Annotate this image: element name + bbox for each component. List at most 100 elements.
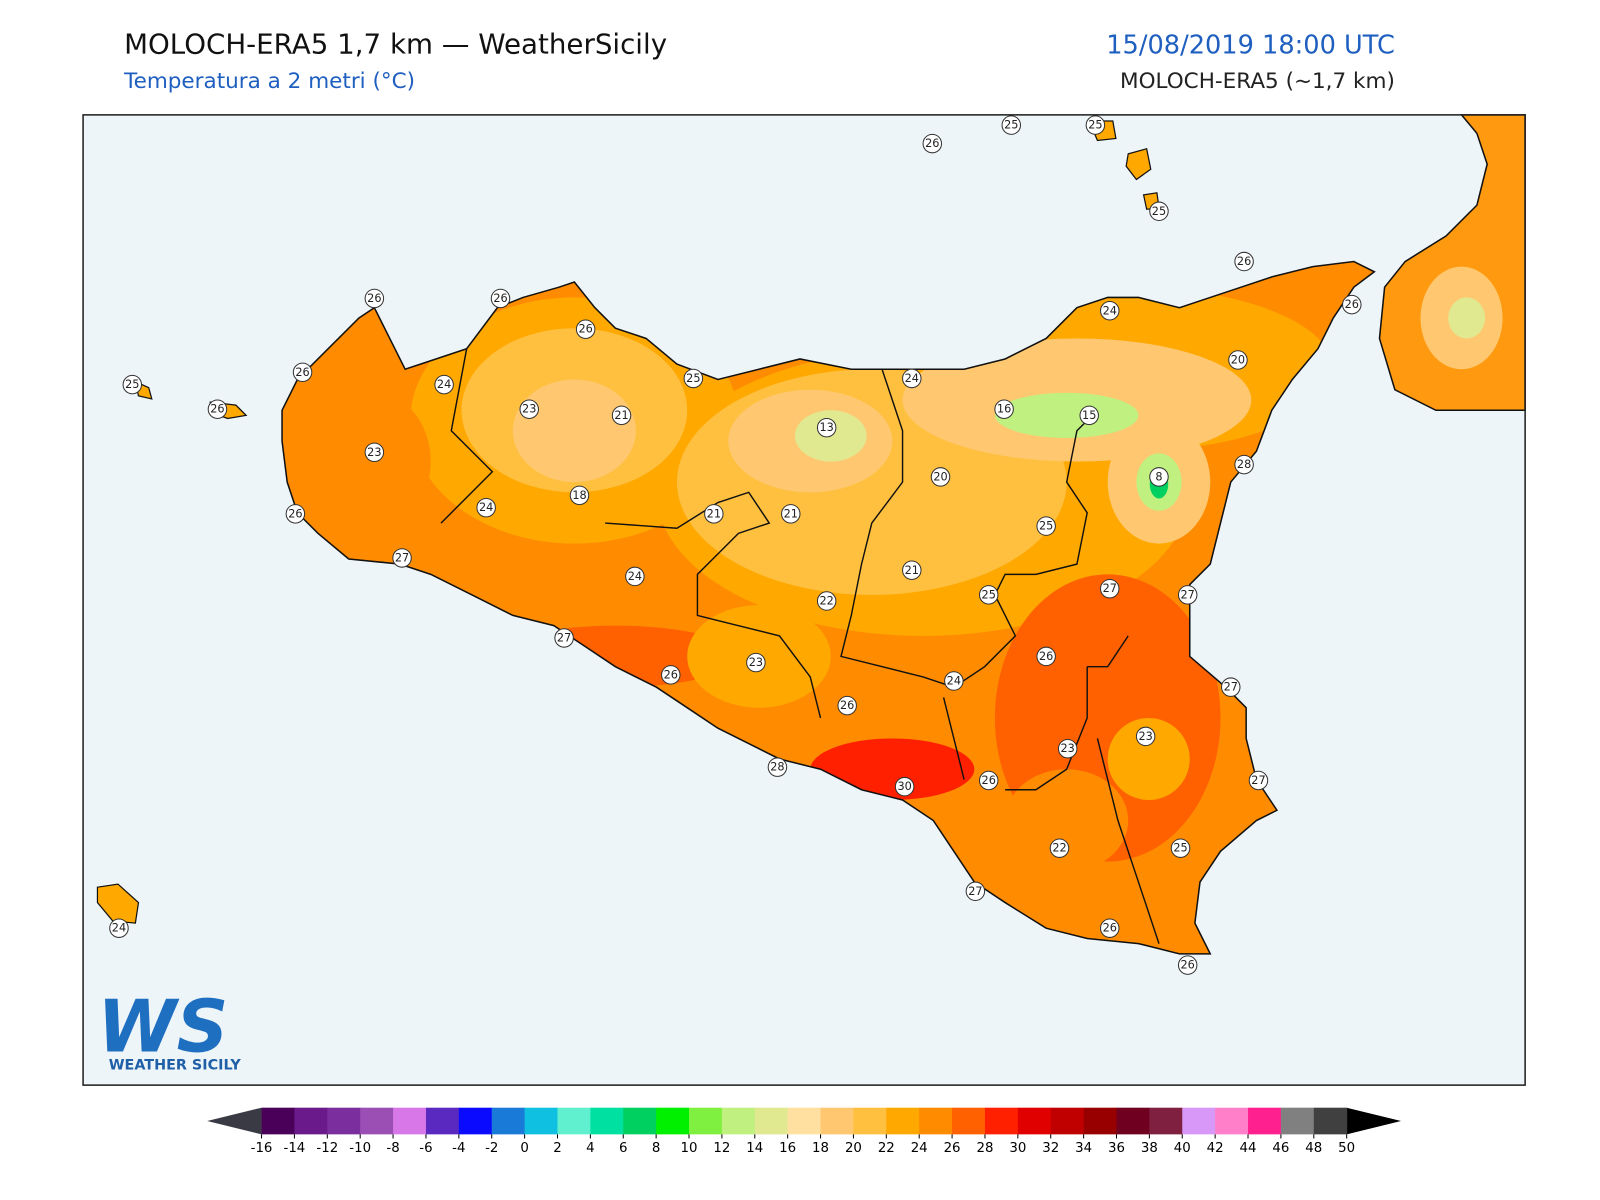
colorbar-swatch	[393, 1107, 427, 1135]
colorbar-tick-label: 40	[1174, 1141, 1191, 1156]
station-marker	[1099, 918, 1120, 938]
station-marker	[683, 368, 704, 389]
model-label: MOLOCH-ERA5 (~1,7 km)	[1120, 69, 1395, 94]
station-marker	[930, 467, 951, 487]
station-marker	[554, 628, 574, 648]
station-value: 21	[707, 507, 721, 520]
station-marker	[781, 504, 801, 524]
station-marker	[625, 566, 645, 587]
station-value: 26	[1237, 255, 1251, 268]
station-value: 26	[1181, 959, 1195, 972]
station-value: 13	[819, 421, 833, 434]
station-value: 28	[1237, 458, 1251, 471]
station-value: 24	[479, 501, 493, 514]
station-marker	[816, 417, 837, 438]
station-value: 23	[1061, 742, 1075, 755]
station-marker	[285, 504, 306, 524]
station-value: 24	[112, 922, 126, 935]
station-value: 27	[1181, 588, 1195, 601]
station-value: 23	[522, 403, 536, 416]
station-value: 23	[749, 656, 763, 669]
colorbar-swatch	[360, 1107, 394, 1135]
colorbar-tick-label: 46	[1272, 1141, 1289, 1156]
datetime: 15/08/2019 18:00 UTC	[1106, 30, 1395, 60]
station-value: 26	[925, 137, 939, 150]
colorbar-swatch	[1017, 1107, 1052, 1135]
colorbar-swatch	[1083, 1107, 1118, 1135]
station-value: 28	[770, 761, 784, 774]
map-frame	[82, 114, 1526, 1086]
station-marker	[392, 548, 412, 568]
colorbar-tick-label: 36	[1108, 1141, 1125, 1156]
station-marker	[519, 399, 539, 419]
colorbar-tick-label: 0	[520, 1141, 528, 1156]
colorbar-swatch	[524, 1107, 558, 1135]
colorbar-swatch	[623, 1107, 657, 1135]
colorbar-tick-label: 10	[681, 1141, 698, 1156]
title: MOLOCH-ERA5 1,7 km — WeatherSicily	[124, 27, 667, 60]
colorbar-tick-label: -4	[452, 1141, 465, 1156]
station-value: 18	[572, 489, 586, 502]
station-value: 26	[210, 403, 224, 416]
station-value: 26	[664, 668, 678, 681]
station-value: 27	[1224, 681, 1238, 694]
station-value: 26	[493, 292, 507, 305]
colorbar-tick-label: 32	[1042, 1141, 1059, 1156]
station-value: 16	[997, 403, 1011, 416]
station-marker	[661, 665, 681, 685]
colorbar-tick-label: -10	[349, 1141, 371, 1156]
station-marker	[922, 133, 943, 154]
colorbar-swatch	[1116, 1107, 1150, 1135]
colorbar-swatch	[820, 1107, 854, 1135]
station-marker	[1149, 467, 1169, 487]
colorbar-tick-label: 2	[553, 1141, 561, 1156]
station-value: 21	[784, 507, 798, 520]
station-marker	[965, 881, 986, 902]
station-value: 27	[968, 885, 982, 898]
station-marker	[902, 368, 922, 389]
station-value: 25	[1152, 205, 1166, 218]
colorbar-tick-label: 44	[1240, 1141, 1257, 1156]
colorbar-swatch	[590, 1107, 624, 1135]
station-marker	[1234, 454, 1254, 475]
station-value: 26	[295, 366, 309, 379]
station-value: 26	[367, 292, 381, 305]
station-marker	[292, 362, 313, 383]
colorbar-tick-label: 28	[976, 1141, 993, 1156]
colorbar-swatch	[294, 1107, 328, 1135]
colorbar-swatch	[886, 1107, 920, 1135]
colorbar-tick-label: -2	[485, 1141, 498, 1156]
station-value: 25	[982, 588, 996, 601]
colorbar-over	[1346, 1107, 1402, 1135]
station-marker	[476, 497, 496, 518]
station-marker	[944, 671, 964, 691]
colorbar-swatch	[1050, 1107, 1085, 1135]
station-marker	[364, 442, 385, 463]
station-marker	[1036, 516, 1056, 536]
colorbar-tick-label: 26	[944, 1141, 961, 1156]
colorbar-swatch	[1248, 1107, 1282, 1135]
colorbar-swatch	[261, 1107, 295, 1135]
station-marker	[364, 288, 385, 309]
colorbar-tick-label: 18	[812, 1141, 829, 1156]
station-value: 30	[897, 780, 911, 793]
colorbar-tick-label: -6	[419, 1141, 432, 1156]
station-value: 26	[288, 507, 302, 520]
station-value: 26	[578, 323, 592, 336]
colorbar-tick-label: 22	[878, 1141, 895, 1156]
station-value: 22	[1052, 842, 1066, 855]
province-borders	[440, 348, 1160, 944]
station-marker	[704, 504, 724, 524]
station-value: 20	[1231, 354, 1245, 367]
station-value: 27	[395, 551, 409, 564]
station-value: 15	[1082, 409, 1096, 422]
colorbar-swatch	[952, 1107, 986, 1135]
station-labels: 26 25 25 25 26 26 24 20 26 26 26 26 24 25 26 23 21 25 13 24…	[109, 115, 1362, 975]
colorbar-tick-label: 48	[1305, 1141, 1322, 1156]
logo-mark: WS	[97, 984, 228, 1068]
map: 26 25 25 25 26 26 24 20 26 26 26 26 24 25 26 23 21 25 13 24…	[82, 114, 1526, 1086]
colorbar-tick-label: 4	[586, 1141, 594, 1156]
station-marker	[207, 399, 228, 419]
